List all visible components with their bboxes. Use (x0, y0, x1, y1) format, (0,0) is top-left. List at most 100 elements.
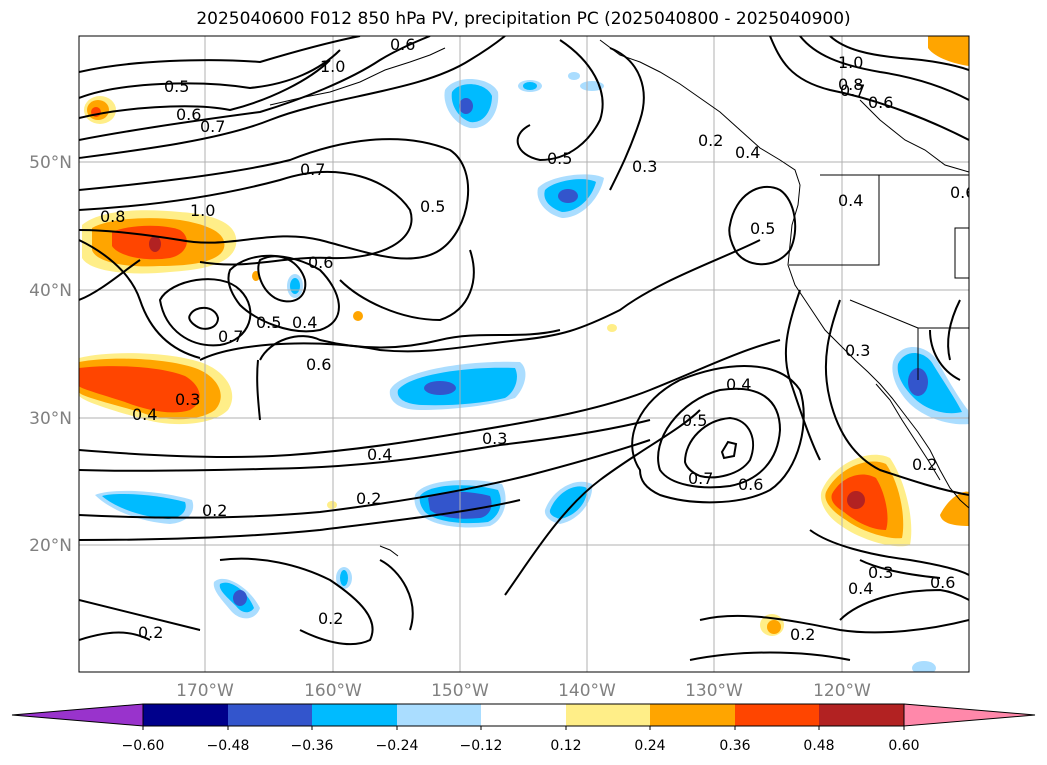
graticule (79, 36, 969, 672)
lat-label-40n: 40°N (29, 281, 72, 301)
colorbar-tick-label: 0.60 (888, 738, 919, 754)
lon-label-170w: 170°W (176, 681, 234, 701)
colorbar-extend-high (903, 703, 1036, 727)
contour-label: 0.6 (930, 573, 955, 592)
contour-label: 0.7 (200, 117, 225, 136)
precip-blob (767, 620, 781, 634)
contour-label: 0.4 (838, 191, 863, 210)
contour-label: 0.4 (367, 445, 392, 464)
precip-blob (928, 36, 969, 66)
colorbar-extend-low (11, 703, 144, 727)
contour-label: 0.7 (218, 327, 243, 346)
contour-label: 0.2 (356, 489, 381, 508)
contour-label: 0.2 (318, 609, 343, 628)
colorbar-tick-label: −0.12 (460, 738, 503, 754)
precip-blob (558, 189, 578, 203)
precip-blob (607, 324, 617, 332)
precip-shading (79, 36, 969, 672)
contour-label: 0.5 (420, 197, 445, 216)
lon-label-140w: 140°W (558, 681, 616, 701)
precip-blob (912, 661, 936, 672)
map-frame (78, 35, 970, 673)
contour-label: 0.3 (175, 390, 200, 409)
contour-label: 0.2 (698, 131, 723, 150)
precip-blob (940, 491, 969, 526)
contour-label: 0.6 (176, 105, 201, 124)
contour-label: 0.7 (688, 469, 713, 488)
colorbar-segment (650, 704, 735, 726)
contour-label: 0.3 (632, 157, 657, 176)
lon-label-160w: 160°W (304, 681, 362, 701)
colorbar-tick-label: 0.12 (550, 738, 581, 754)
contour-label: 0.4 (735, 143, 760, 162)
contour-label: 0.7 (840, 81, 865, 100)
contour-label: 0.6 (738, 475, 763, 494)
contour-label: 0.6 (306, 355, 331, 374)
pv-contours (79, 36, 969, 661)
contour-label: 0.5 (164, 77, 189, 96)
contour-label: 0.5 (682, 411, 707, 430)
contour-label: 0.7 (300, 160, 325, 179)
colorbar-tick-label: −0.24 (376, 738, 419, 754)
colorbar-segment (481, 704, 566, 726)
contour-labels: 0.5 0.6 0.7 1.0 0.6 0.7 0.5 0.3 0.2 0.4 … (100, 35, 975, 644)
map-title: 2025040600 F012 850 hPa PV, precipitatio… (196, 9, 851, 29)
contour-label: 0.5 (256, 313, 281, 332)
contour-label: 0.5 (547, 149, 572, 168)
lon-label-130w: 130°W (685, 681, 743, 701)
latitude-labels: 50°N 40°N 30°N 20°N (29, 153, 72, 556)
precip-blob (523, 82, 537, 90)
colorbar-tick-label: −0.60 (122, 738, 165, 754)
precip-blob (102, 494, 186, 519)
colorbar-segment (228, 704, 312, 726)
contour-label: 0.6 (390, 35, 415, 54)
contour-label: 0.6 (950, 183, 975, 202)
contour-label: 0.4 (726, 375, 751, 394)
contour-label: 1.0 (838, 53, 863, 72)
lon-label-120w: 120°W (813, 681, 871, 701)
precip-blob (233, 590, 247, 606)
contour-label: 0.4 (848, 579, 873, 598)
precip-blob (290, 278, 300, 294)
colorbar-tick-label: 0.24 (634, 738, 665, 754)
colorbar-segment (397, 704, 481, 726)
precip-blob (424, 381, 456, 395)
contour-label: 0.8 (838, 75, 863, 94)
contour-label: 0.8 (100, 207, 125, 226)
contour-label: 0.4 (132, 405, 157, 424)
contour-label: 0.2 (912, 455, 937, 474)
longitude-labels: 170°W 160°W 150°W 140°W 130°W 120°W (176, 681, 871, 701)
precip-blob (568, 72, 580, 80)
lat-label-50n: 50°N (29, 153, 72, 173)
precip-blob (897, 352, 962, 414)
colorbar-tick-label: 0.36 (719, 738, 750, 754)
precip-blob (847, 491, 865, 509)
contour-label: 0.5 (750, 219, 775, 238)
contour-label: 0.3 (868, 563, 893, 582)
contour-label: 0.2 (790, 625, 815, 644)
contour-label: 0.3 (845, 341, 870, 360)
colorbar-tick-label: −0.36 (291, 738, 334, 754)
colorbar-tick-label: 0.48 (803, 738, 834, 754)
colorbar-segment (819, 704, 904, 726)
contour-label: 0.6 (868, 93, 893, 112)
contour-label: 0.2 (138, 623, 163, 642)
colorbar-segment (566, 704, 650, 726)
contour-label: 0.3 (482, 429, 507, 448)
coastlines (269, 39, 969, 557)
lat-label-20n: 20°N (29, 536, 72, 556)
precip-blob (79, 366, 200, 413)
precip-blob (340, 570, 348, 586)
lat-label-30n: 30°N (29, 409, 72, 429)
precip-blob (549, 486, 588, 519)
contour-label: 0.4 (292, 313, 317, 332)
colorbar: −0.60 −0.48 −0.36 −0.24 −0.12 0.12 0.24 … (11, 703, 1036, 754)
contour-label: 0.2 (202, 501, 227, 520)
precip-blob (908, 368, 928, 396)
contour-label: 0.6 (308, 253, 333, 272)
colorbar-segment (735, 704, 819, 726)
colorbar-segment (312, 704, 397, 726)
contour-label: 1.0 (190, 201, 215, 220)
precip-blob (397, 367, 517, 406)
